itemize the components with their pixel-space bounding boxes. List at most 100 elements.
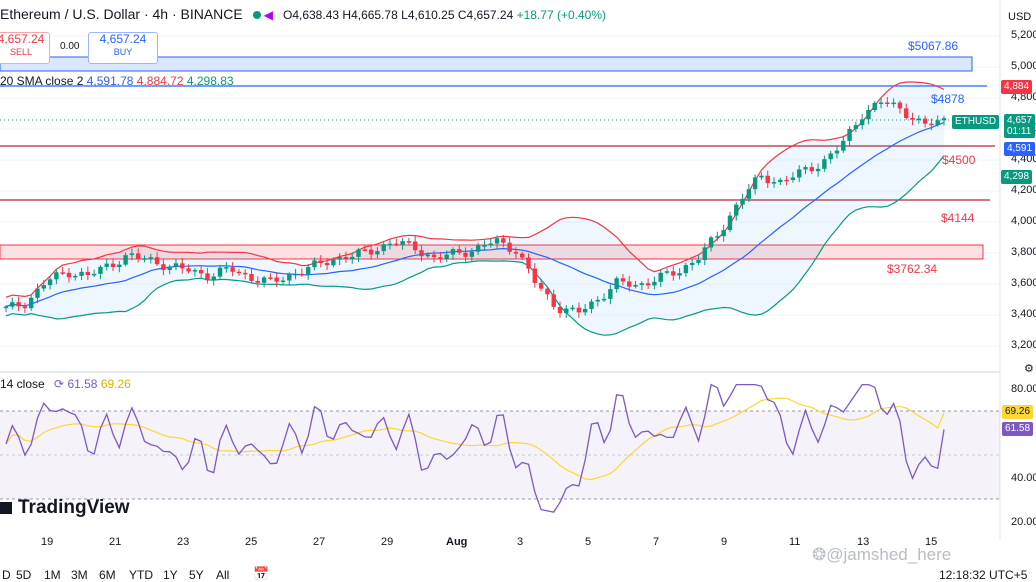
candle [375, 251, 380, 255]
candle [910, 118, 915, 120]
range-button-ytd[interactable]: YTD [129, 568, 153, 582]
candle [180, 263, 185, 269]
range-button-1m[interactable]: 1M [44, 568, 61, 582]
candle [318, 260, 323, 264]
candle [538, 282, 544, 289]
bb-lower-value: 4,298.83 [186, 74, 234, 88]
candle [570, 307, 575, 310]
symbol-title[interactable]: Ethereum / U.S. Dollar · 4h · BINANCE [0, 6, 243, 22]
settings-gear-icon[interactable]: ⚙ [1024, 363, 1034, 375]
candle [60, 272, 65, 274]
candle [488, 243, 493, 246]
range-button-6m[interactable]: 6M [99, 568, 116, 582]
candle [211, 276, 216, 281]
candle [513, 251, 519, 254]
candle [809, 167, 814, 172]
candle [261, 277, 267, 283]
range-button-3m[interactable]: 3M [71, 568, 88, 582]
candle [394, 243, 399, 246]
rsi-scale-20: 20.00 [1011, 516, 1036, 528]
range-button-5y[interactable]: 5Y [189, 568, 204, 582]
sell-button[interactable]: 4,657.24 SELL [0, 32, 50, 64]
candle [520, 253, 525, 258]
candle [601, 298, 607, 301]
candle [494, 238, 500, 244]
spread-value: 0.00 [60, 41, 80, 52]
candle [104, 263, 109, 267]
candle [400, 241, 405, 245]
rsi-ma-tag: 69.26 [1002, 405, 1034, 419]
candle [350, 256, 355, 260]
candle [752, 177, 758, 190]
candle [85, 271, 91, 276]
candle [299, 273, 305, 276]
rsi-value-tag: 61.58 [1002, 422, 1034, 436]
bollinger-lower [5, 155, 945, 336]
candle [98, 266, 103, 274]
candle [148, 257, 153, 259]
candle [853, 125, 859, 129]
candle [337, 257, 342, 260]
candle [872, 102, 877, 110]
candle [841, 140, 846, 151]
rsi-scale-40: 40.00 [1011, 472, 1036, 484]
calendar-icon[interactable]: 📅 [253, 566, 270, 581]
candle [878, 102, 884, 104]
candle [740, 198, 745, 205]
range-button-all[interactable]: All [216, 568, 230, 582]
candle [22, 306, 28, 309]
currency-label[interactable]: USD [1008, 11, 1032, 23]
time-axis-label: 5 [585, 536, 592, 548]
time-axis-label: 13 [857, 536, 870, 548]
visibility-icon[interactable]: ◀ [263, 8, 273, 23]
candle [608, 289, 613, 299]
change-value: +18.77 (+0.40%) [516, 8, 607, 22]
price-scale-label: 4,000 [1011, 215, 1036, 227]
candle [866, 109, 871, 120]
bollinger-legend[interactable]: 20 SMA close 2 4,591.78 4,884.72 4,298.8… [0, 74, 234, 88]
range-button-5d[interactable]: 5D [16, 568, 32, 582]
time-axis-label: 11 [789, 536, 801, 548]
candle [136, 253, 141, 259]
range-button-1y[interactable]: 1Y [163, 568, 178, 582]
candle [205, 273, 210, 281]
time-axis-label: 9 [721, 536, 728, 548]
price-scale-label: 3,400 [1011, 308, 1036, 320]
candle [658, 272, 663, 282]
candle [595, 299, 600, 302]
time-axis-label: 19 [41, 536, 54, 548]
candle [167, 266, 172, 271]
candle [576, 307, 582, 313]
buy-button[interactable]: 4,657.24 BUY [88, 32, 158, 64]
candle [797, 169, 802, 178]
time-axis-label: 3 [517, 536, 524, 548]
candle [822, 159, 827, 169]
candle [727, 215, 733, 231]
candle [381, 244, 386, 252]
candle [696, 260, 701, 263]
time-axis-label: 21 [109, 536, 122, 548]
bb-basis-tag: 4,591 [1004, 142, 1036, 156]
candle [652, 281, 657, 286]
price-scale-label: 5,000 [1011, 60, 1036, 72]
price-scale-label: 4,400 [1011, 153, 1036, 165]
candle [287, 274, 292, 281]
low-value: 4,610.25 [407, 8, 455, 22]
buy-label: BUY [113, 47, 133, 57]
candle [734, 204, 739, 216]
candle [916, 118, 922, 121]
close-value: 4,657.24 [466, 8, 514, 22]
range-button-d[interactable]: D [2, 568, 11, 582]
candle [847, 128, 852, 141]
candle [639, 283, 645, 285]
utc-clock[interactable]: 12:18:32 UTC+5 [939, 568, 1028, 582]
candle [885, 102, 890, 104]
rsi-legend[interactable]: 14 close ⟳ 61.58 69.26 [0, 377, 131, 391]
candle [582, 309, 588, 313]
sell-label: SELL [9, 47, 33, 57]
candle [501, 238, 506, 243]
candle [614, 278, 619, 290]
level-3762-label: $3762.34 [887, 262, 938, 276]
bb-upper-tag: 4,884 [1001, 80, 1033, 94]
